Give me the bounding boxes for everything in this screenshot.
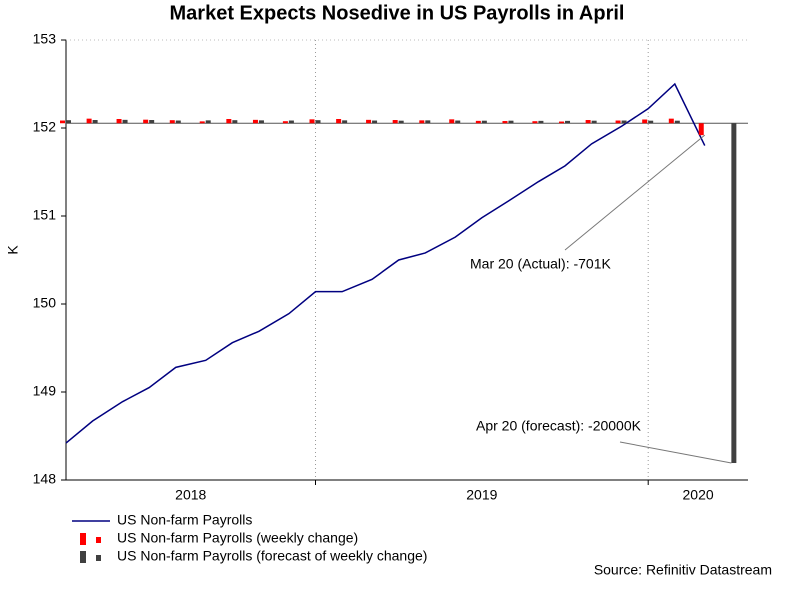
bar [309,119,315,124]
bar [92,120,98,124]
bar [342,120,348,124]
bar [642,119,648,124]
bar [565,120,571,124]
bar [648,120,654,124]
annotation: Mar 20 (Actual): -701K [470,256,611,272]
bar [698,123,704,136]
bar [366,119,372,124]
y-tick-label: 151 [33,207,57,223]
bar [258,120,264,124]
bar [282,121,288,124]
bar [481,120,487,124]
bar [149,120,155,124]
bar [668,118,674,124]
y-tick-label: 148 [33,471,57,487]
y-tick-label: 153 [33,31,57,47]
annotation-leader [564,134,706,251]
chart-title: Market Expects Nosedive in US Payrolls i… [170,2,625,24]
bar [336,118,342,124]
bar [419,120,425,124]
bar [538,120,544,124]
bar [674,120,680,124]
bar [449,119,455,124]
bar [252,119,258,124]
bar [232,120,238,124]
annotation-leader [619,441,732,464]
x-tick-label: 2020 [683,487,714,503]
x-tick-label: 2018 [175,487,206,503]
y-tick-label: 149 [33,383,57,399]
bar [532,121,538,124]
bar [398,120,404,124]
bar [731,123,737,464]
bar [372,120,378,124]
source: Source: Refinitiv Datastream [594,562,772,578]
bar [60,120,65,124]
bar [205,120,211,124]
x-tick-label: 2019 [466,487,497,503]
bar [226,118,232,124]
legend-swatch [80,551,86,563]
legend-swatch [96,555,101,561]
bar [585,120,591,124]
bar [169,120,175,124]
y-tick-label: 152 [33,119,57,135]
line [65,82,706,444]
y-tick-label: 150 [33,295,57,311]
bar [66,120,71,124]
bar [425,120,431,124]
bar [455,120,461,124]
legend-swatch [96,537,101,543]
bar [621,120,627,124]
bar [86,118,92,124]
y-axis-label: K [5,245,21,255]
bar [315,120,321,124]
legend-swatch [80,533,86,545]
bar [116,118,122,124]
bar [122,119,128,124]
legend-label: US Non-farm Payrolls [117,512,252,528]
bar [143,119,149,124]
bar [591,120,597,124]
bar [559,121,565,124]
bar [615,120,621,124]
bar [475,120,481,124]
bar [175,120,181,124]
legend-label: US Non-farm Payrolls (forecast of weekly… [117,548,427,564]
bar [392,120,398,124]
bar [502,121,508,124]
bar [288,120,294,124]
legend-label: US Non-farm Payrolls (weekly change) [117,530,358,546]
annotation: Apr 20 (forecast): -20000K [476,418,642,434]
bar [199,121,205,124]
bar [508,120,514,124]
